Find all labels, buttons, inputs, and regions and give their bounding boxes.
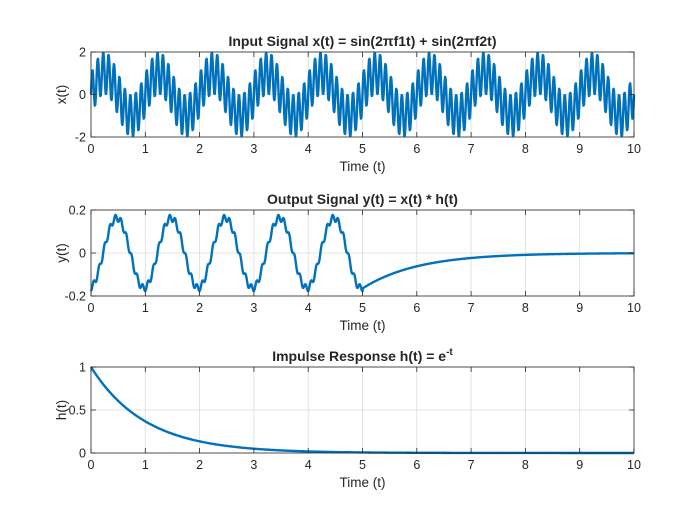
- y-tick-label: 0: [79, 447, 86, 461]
- x-tick-label: 3: [250, 301, 257, 315]
- chart-title: Input Signal x(t) = sin(2πf1t) + sin(2πf…: [228, 33, 496, 49]
- x-tick-label: 10: [627, 458, 641, 472]
- x-tick-label: 1: [142, 142, 149, 156]
- subplot-3: 0 1 2 3 4 5 6 7 8 9 10 0 0.5 1 Impulse Response h(t) =…: [54, 347, 641, 490]
- y-tick-label: 1: [79, 361, 86, 375]
- y-tick-label: 0: [79, 247, 86, 261]
- y-tick-label: 0: [79, 88, 86, 102]
- y-tick-label: 0.5: [69, 404, 86, 418]
- x-tick-label: 7: [468, 142, 475, 156]
- x-tick-label: 0: [88, 301, 95, 315]
- series-line: [89, 52, 636, 137]
- x-tick-label: 8: [522, 301, 529, 315]
- x-tick-label: 9: [576, 458, 583, 472]
- chart-title: Impulse Response h(t) = e-t: [272, 347, 453, 364]
- x-tick-label: 1: [142, 301, 149, 315]
- x-tick-label: 6: [413, 142, 420, 156]
- x-tick-label: 3: [250, 142, 257, 156]
- x-tick-label: 8: [522, 458, 529, 472]
- x-tick-label: 8: [522, 142, 529, 156]
- chart-title: Output Signal y(t) = x(t) * h(t): [267, 191, 458, 207]
- y-tick-label: -0.2: [64, 290, 86, 304]
- x-tick-label: 10: [627, 142, 641, 156]
- x-axis-label: Time (t): [340, 159, 386, 174]
- x-tick-label: 1: [142, 458, 149, 472]
- x-tick-label: 4: [305, 142, 312, 156]
- x-tick-label: 0: [88, 142, 95, 156]
- x-tick-label: 2: [196, 142, 203, 156]
- x-tick-label: 4: [305, 458, 312, 472]
- x-tick-label: 9: [576, 301, 583, 315]
- y-tick-label: -2: [75, 131, 86, 145]
- x-tick-label: 5: [359, 142, 366, 156]
- x-tick-label: 5: [359, 458, 366, 472]
- x-tick-label: 5: [359, 301, 366, 315]
- x-tick-label: 7: [468, 458, 475, 472]
- y-axis-label: h(t): [54, 400, 69, 420]
- x-tick-label: 6: [413, 458, 420, 472]
- x-tick-label: 2: [196, 301, 203, 315]
- x-tick-label: 4: [305, 301, 312, 315]
- y-tick-label: 2: [79, 46, 86, 60]
- y-axis-label: y(t): [54, 243, 69, 263]
- x-tick-label: 7: [468, 301, 475, 315]
- x-tick-label: 3: [250, 458, 257, 472]
- y-axis-label: x(t): [54, 85, 69, 105]
- x-tick-label: 6: [413, 301, 420, 315]
- x-tick-label: 9: [576, 142, 583, 156]
- y-tick-label: 0.2: [69, 204, 86, 218]
- x-tick-label: 2: [196, 458, 203, 472]
- x-axis-label: Time (t): [340, 318, 386, 333]
- x-tick-label: 10: [627, 301, 641, 315]
- x-tick-label: 0: [88, 458, 95, 472]
- title-superscript: -t: [446, 347, 453, 358]
- x-axis-label: Time (t): [340, 475, 386, 490]
